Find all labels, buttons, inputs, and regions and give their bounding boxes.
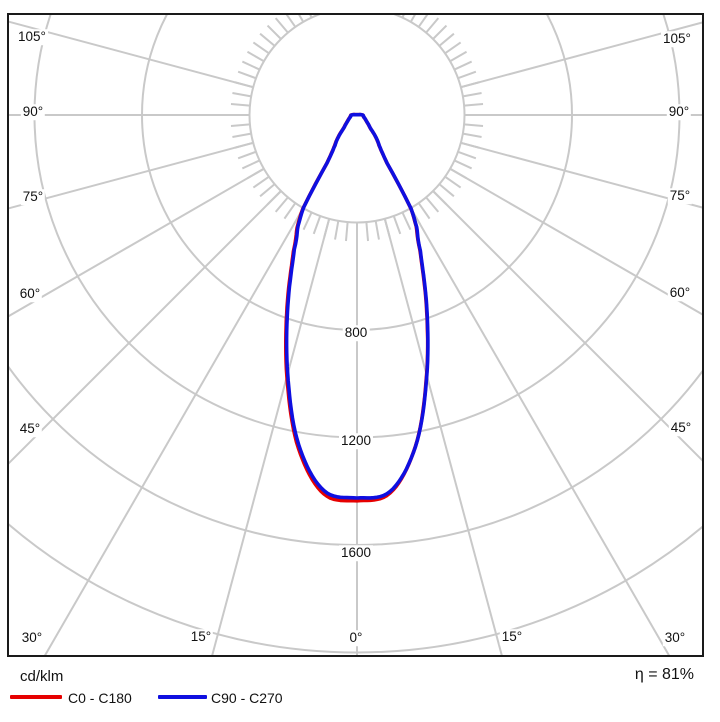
angle-label-75deg: 75° xyxy=(20,189,46,205)
radial-circle-1600 xyxy=(9,365,702,546)
angle-label-30deg: 30° xyxy=(19,630,45,646)
angle-tick xyxy=(346,0,348,8)
angle-tick xyxy=(457,70,477,80)
angle-label-90deg: 90° xyxy=(20,104,46,120)
angle-tick xyxy=(241,159,260,170)
angle-label-45deg: 45° xyxy=(17,421,43,437)
angle-gridline-105 xyxy=(460,21,702,89)
angle-tick xyxy=(454,60,473,71)
angle-gridline-30 xyxy=(44,207,305,655)
angle-tick xyxy=(298,15,305,23)
angle-label-105deg: 105° xyxy=(16,29,48,45)
angle-gridline-60 xyxy=(9,167,265,318)
angle-tick xyxy=(252,175,270,189)
curve-c90-c270 xyxy=(284,112,430,500)
angle-label-45deg: 45° xyxy=(668,420,694,436)
angle-tick xyxy=(454,159,473,170)
angle-gridline-60 xyxy=(449,167,702,316)
angle-gridline-15 xyxy=(211,218,331,655)
angle-gridline-75 xyxy=(460,141,702,209)
angle-tick xyxy=(241,60,260,71)
angle-gridline-45 xyxy=(432,190,702,462)
angle-label-60deg: 60° xyxy=(667,285,693,301)
angle-gridline-45 xyxy=(9,190,282,465)
angle-tick xyxy=(314,0,320,14)
angle-tick xyxy=(444,175,462,189)
angle-tick xyxy=(302,212,313,231)
angle-label-15deg: 15° xyxy=(188,629,214,645)
angle-label-105deg: 105° xyxy=(661,31,693,47)
angle-tick xyxy=(274,17,289,34)
angle-tick xyxy=(432,24,448,40)
angle-tick xyxy=(374,220,380,240)
angle-tick xyxy=(259,183,276,198)
angle-tick xyxy=(312,215,322,235)
angle-tick xyxy=(285,15,297,28)
angle-tick xyxy=(324,0,329,11)
angle-tick xyxy=(425,17,440,34)
angle-tick xyxy=(449,50,468,63)
c90-c270-swatch xyxy=(158,695,207,699)
angle-label-30deg: 30° xyxy=(662,630,688,646)
angle-tick xyxy=(464,123,484,128)
radial-value-label-800: 800 xyxy=(342,325,370,341)
angle-tick xyxy=(444,41,462,55)
angle-tick xyxy=(344,222,349,242)
c0-c180-label: C0 - C180 xyxy=(68,690,132,706)
angle-tick xyxy=(365,222,370,242)
efficiency-label: η = 81% xyxy=(634,666,694,683)
angle-tick xyxy=(274,196,289,213)
angle-label-0deg: 0° xyxy=(347,630,365,646)
angle-tick xyxy=(252,41,270,55)
angle-label-15deg: 15° xyxy=(499,629,525,645)
angle-tick xyxy=(385,0,390,11)
c0-c180-swatch xyxy=(10,695,62,699)
angle-tick xyxy=(417,202,431,220)
angle-gridline-105 xyxy=(9,20,254,89)
angle-tick xyxy=(425,196,440,213)
angle-tick xyxy=(376,0,379,9)
angle-tick xyxy=(417,15,429,28)
angle-tick xyxy=(438,183,455,198)
angle-label-90deg: 90° xyxy=(666,104,692,120)
angle-tick xyxy=(394,0,400,14)
angle-tick xyxy=(401,212,412,231)
angle-tick xyxy=(334,220,340,240)
angle-tick xyxy=(366,0,368,8)
radial-value-label-1600: 1600 xyxy=(338,545,374,561)
angle-gridline-15 xyxy=(383,218,503,655)
units-label: cd/klm xyxy=(20,668,64,685)
angle-tick xyxy=(462,132,482,138)
angle-tick xyxy=(464,102,484,107)
angle-tick xyxy=(230,123,250,128)
angle-tick xyxy=(392,215,402,235)
angle-label-75deg: 75° xyxy=(667,188,693,204)
angle-tick xyxy=(438,32,455,47)
angle-tick xyxy=(266,24,282,40)
angle-tick xyxy=(409,15,416,23)
angle-tick xyxy=(462,92,482,98)
angle-tick xyxy=(237,150,257,160)
angle-tick xyxy=(259,32,276,47)
angle-tick xyxy=(230,102,250,107)
angle-tick xyxy=(232,132,252,138)
angle-gridline-30 xyxy=(409,207,670,655)
angle-label-60deg: 60° xyxy=(17,286,43,302)
angle-tick xyxy=(237,70,257,80)
radial-value-label-1200: 1200 xyxy=(338,433,374,449)
angle-tick xyxy=(232,92,252,98)
plot-frame xyxy=(7,13,704,657)
c90-c270-label: C90 - C270 xyxy=(211,690,283,706)
angle-tick xyxy=(283,202,297,220)
angle-gridline-75 xyxy=(9,141,254,210)
angle-tick xyxy=(335,0,338,9)
angle-tick xyxy=(457,150,477,160)
angle-tick xyxy=(246,50,265,63)
